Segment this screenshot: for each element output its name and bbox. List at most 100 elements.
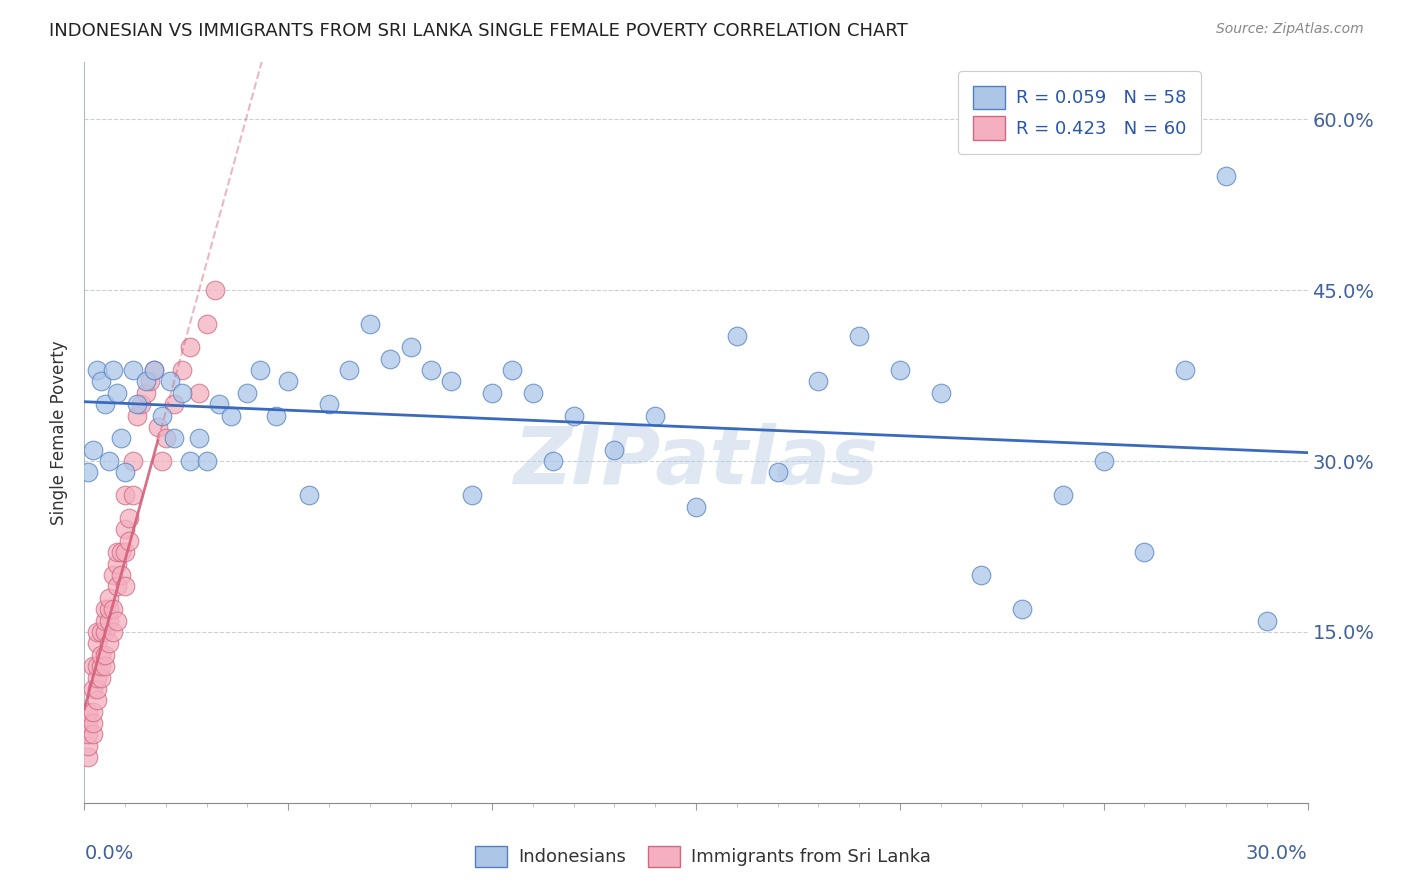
Point xyxy=(929,385,952,400)
Point xyxy=(82,727,104,741)
Point xyxy=(1133,545,1156,559)
Point xyxy=(97,602,120,616)
Point xyxy=(114,488,136,502)
Legend: R = 0.059   N = 58, R = 0.423   N = 60: R = 0.059 N = 58, R = 0.423 N = 60 xyxy=(957,71,1201,154)
Point xyxy=(86,636,108,650)
Point xyxy=(105,545,128,559)
Point xyxy=(603,442,626,457)
Point xyxy=(86,659,108,673)
Point xyxy=(970,568,993,582)
Point xyxy=(122,363,145,377)
Point xyxy=(110,568,132,582)
Point xyxy=(93,614,115,628)
Point xyxy=(135,375,157,389)
Point xyxy=(86,363,108,377)
Point xyxy=(127,409,149,423)
Point xyxy=(359,318,381,332)
Point xyxy=(163,397,186,411)
Point xyxy=(249,363,271,377)
Point xyxy=(77,739,100,753)
Point xyxy=(86,681,108,696)
Point xyxy=(97,454,120,468)
Point xyxy=(236,385,259,400)
Point xyxy=(97,636,120,650)
Point xyxy=(101,602,124,616)
Point xyxy=(195,454,218,468)
Point xyxy=(138,375,160,389)
Point xyxy=(101,568,124,582)
Point xyxy=(77,466,100,480)
Point xyxy=(142,363,165,377)
Point xyxy=(219,409,242,423)
Point xyxy=(644,409,666,423)
Point xyxy=(110,431,132,445)
Point xyxy=(685,500,707,514)
Point xyxy=(807,375,830,389)
Point xyxy=(77,750,100,764)
Point xyxy=(82,681,104,696)
Point xyxy=(562,409,585,423)
Point xyxy=(118,511,141,525)
Point xyxy=(114,545,136,559)
Point xyxy=(1215,169,1237,184)
Point xyxy=(82,705,104,719)
Point xyxy=(264,409,287,423)
Point xyxy=(440,375,463,389)
Text: Source: ZipAtlas.com: Source: ZipAtlas.com xyxy=(1216,22,1364,37)
Point xyxy=(204,283,226,297)
Point xyxy=(172,385,194,400)
Point xyxy=(146,420,169,434)
Point xyxy=(150,409,173,423)
Point xyxy=(766,466,789,480)
Point xyxy=(77,716,100,731)
Point xyxy=(110,545,132,559)
Point xyxy=(159,375,181,389)
Y-axis label: Single Female Poverty: Single Female Poverty xyxy=(51,341,69,524)
Point xyxy=(77,705,100,719)
Point xyxy=(86,624,108,639)
Point xyxy=(90,648,112,662)
Point xyxy=(122,488,145,502)
Point xyxy=(93,624,115,639)
Point xyxy=(90,671,112,685)
Point xyxy=(179,340,201,354)
Point xyxy=(127,397,149,411)
Point xyxy=(420,363,443,377)
Point xyxy=(187,385,209,400)
Point xyxy=(399,340,422,354)
Point xyxy=(195,318,218,332)
Point xyxy=(118,533,141,548)
Point xyxy=(114,523,136,537)
Point xyxy=(105,614,128,628)
Point xyxy=(461,488,484,502)
Point xyxy=(122,454,145,468)
Point xyxy=(1011,602,1033,616)
Point xyxy=(380,351,402,366)
Point xyxy=(97,614,120,628)
Point xyxy=(90,659,112,673)
Point xyxy=(114,466,136,480)
Point xyxy=(131,397,153,411)
Point xyxy=(105,579,128,593)
Point xyxy=(82,442,104,457)
Point xyxy=(82,716,104,731)
Point xyxy=(848,328,870,343)
Point xyxy=(105,557,128,571)
Point xyxy=(725,328,748,343)
Point xyxy=(105,385,128,400)
Point xyxy=(318,397,340,411)
Point xyxy=(155,431,177,445)
Point xyxy=(93,659,115,673)
Point xyxy=(277,375,299,389)
Point xyxy=(86,671,108,685)
Point xyxy=(135,385,157,400)
Point xyxy=(481,385,503,400)
Point xyxy=(93,648,115,662)
Point xyxy=(150,454,173,468)
Point xyxy=(522,385,544,400)
Point xyxy=(101,624,124,639)
Point xyxy=(77,727,100,741)
Point xyxy=(93,397,115,411)
Point xyxy=(179,454,201,468)
Point xyxy=(101,363,124,377)
